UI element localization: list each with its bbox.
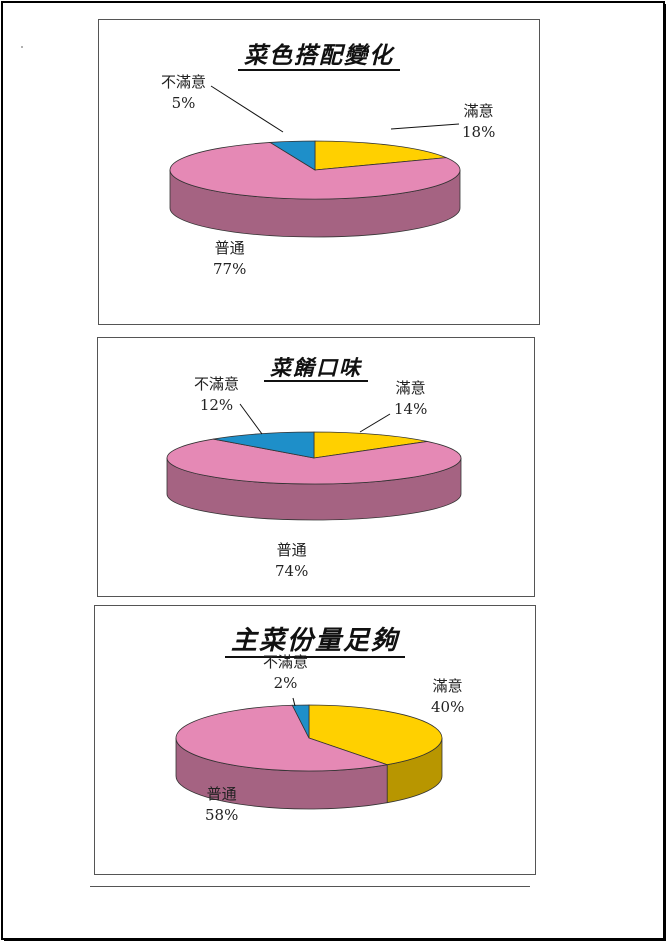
chart-title: 主菜份量足夠 — [95, 620, 535, 658]
chart-title: 菜色搭配變化 — [99, 36, 539, 71]
pie-chart-3 — [175, 697, 443, 810]
chart-panel-1: 菜色搭配變化 不滿意 5% 滿意 18% 普通 77% — [98, 19, 540, 325]
pie-slice-2 — [268, 140, 316, 171]
pie-slice-2 — [291, 704, 310, 739]
leader-line — [359, 413, 391, 433]
pie-slice-2 — [213, 431, 315, 459]
slice-label-unsatisfied: 不滿意 2% — [263, 653, 309, 692]
slice-label-unsatisfied: 不滿意 5% — [161, 73, 207, 112]
pie-slice-0 — [313, 431, 428, 459]
pie-slice-1 — [169, 142, 461, 200]
chart-title: 菜餚口味 — [98, 352, 534, 382]
leader-line — [239, 403, 263, 435]
chart-panel-2: 菜餚口味 不滿意 12% 滿意 14% 普通 74% — [97, 337, 535, 597]
slice-label-neutral: 普通 58% — [205, 785, 239, 824]
pie-chart-1 — [169, 85, 461, 238]
scan-speck — [21, 46, 23, 48]
leader-line — [292, 697, 296, 707]
slice-label-unsatisfied: 不滿意 12% — [194, 375, 240, 414]
pie-slice-0 — [308, 704, 443, 766]
slice-label-satisfied: 滿意 18% — [462, 102, 496, 141]
leader-line — [390, 123, 460, 130]
slice-label-satisfied: 滿意 14% — [394, 379, 428, 418]
leader-line — [210, 85, 284, 133]
pie-slice-1 — [175, 704, 389, 772]
slice-label-neutral: 普通 74% — [275, 541, 309, 580]
pie-slice-0 — [314, 140, 447, 171]
chart-panel-3: 主菜份量足夠 不滿意 2% 滿意 40% 普通 58% — [94, 605, 536, 875]
slice-label-satisfied: 滿意 40% — [431, 677, 465, 716]
pie-chart-2 — [166, 403, 462, 521]
footer-rule — [90, 886, 530, 887]
slice-label-neutral: 普通 77% — [213, 239, 247, 278]
pie-slice-1 — [166, 438, 462, 485]
